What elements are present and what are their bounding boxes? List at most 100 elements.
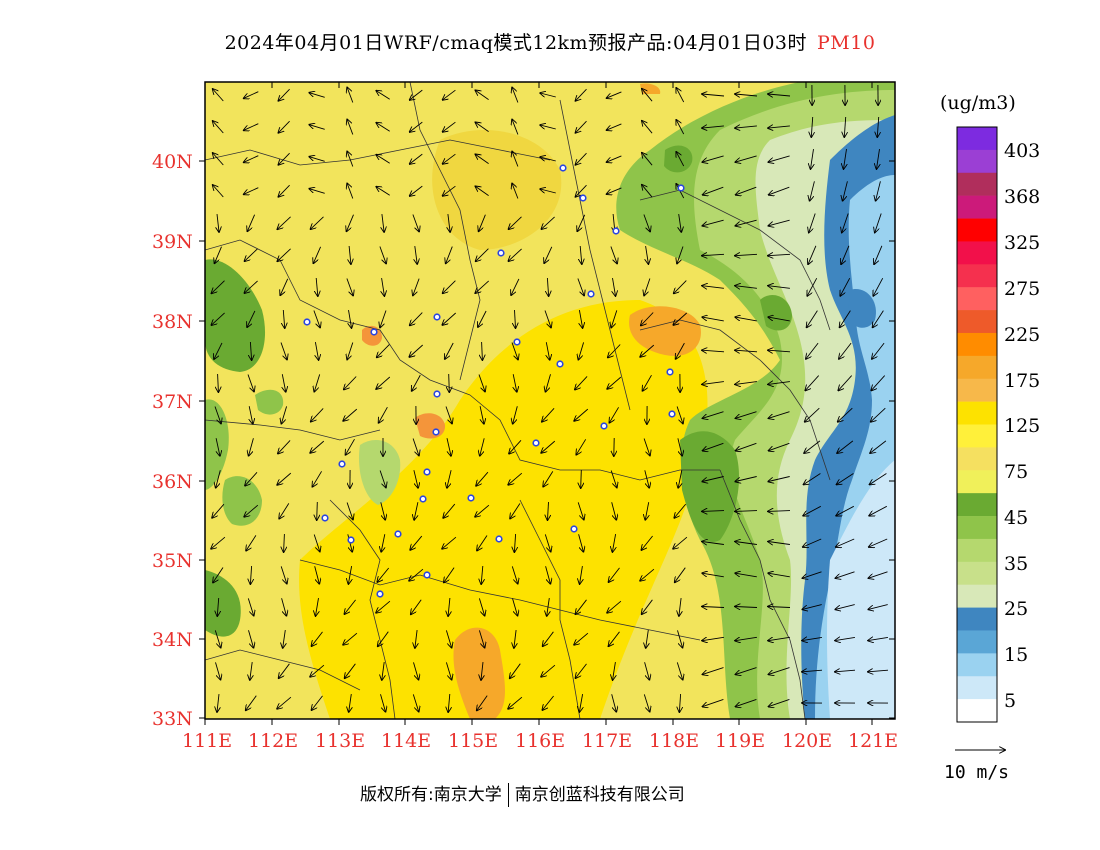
colorbar-label-75: 75 bbox=[1004, 461, 1029, 483]
wind-arrow bbox=[218, 373, 219, 392]
wind-arrow bbox=[702, 94, 725, 96]
wind-arrow bbox=[277, 696, 292, 709]
wind-arrow bbox=[679, 214, 682, 232]
wind-arrow bbox=[840, 277, 851, 296]
wind-arrow bbox=[380, 694, 386, 711]
wind-arrow bbox=[508, 248, 522, 261]
wind-arrow bbox=[376, 123, 390, 132]
wind-arrow bbox=[811, 149, 814, 169]
wind-arrow bbox=[677, 438, 682, 455]
wind-arrow bbox=[309, 189, 325, 194]
wind-arrow bbox=[247, 310, 256, 327]
wind-arrow bbox=[735, 542, 757, 545]
station-marker bbox=[532, 439, 540, 447]
wind-arrow bbox=[702, 126, 724, 128]
colorbar-label-175: 175 bbox=[1004, 370, 1041, 392]
wind-arrow bbox=[512, 120, 519, 135]
wind-arrow bbox=[803, 505, 822, 515]
wind-arrow bbox=[702, 476, 724, 482]
wind-arrow bbox=[478, 630, 484, 647]
wind-arrow bbox=[309, 157, 325, 162]
wind-arrow bbox=[836, 505, 855, 515]
wind-arrow bbox=[541, 216, 555, 229]
wind-arrow bbox=[378, 631, 389, 647]
wind-arrow bbox=[875, 213, 882, 233]
colorbar-swatch bbox=[957, 493, 997, 517]
wind-arrow bbox=[574, 632, 589, 645]
station-marker bbox=[423, 571, 431, 579]
copyright-owner: 版权所有:南京大学 bbox=[360, 785, 502, 805]
station-marker bbox=[600, 422, 608, 430]
wind-arrow bbox=[511, 566, 517, 583]
wind-arrow bbox=[735, 637, 757, 640]
wind-arrow bbox=[643, 374, 652, 391]
wind-arrow bbox=[702, 573, 724, 578]
wind-arrow bbox=[836, 571, 855, 578]
wind-arrow bbox=[607, 187, 622, 194]
wind-arrow bbox=[810, 181, 815, 200]
wind-arrow bbox=[511, 278, 520, 295]
wind-arrow bbox=[876, 181, 881, 200]
station-marker bbox=[338, 460, 346, 468]
station-marker bbox=[497, 249, 505, 257]
wind-arrow bbox=[475, 504, 490, 517]
wind-arrow bbox=[837, 440, 854, 453]
wind-arrow bbox=[769, 411, 790, 419]
wind-arrow bbox=[577, 214, 586, 231]
wind-arrow bbox=[735, 286, 757, 289]
wind-arrow bbox=[802, 670, 823, 672]
wind-arrow bbox=[735, 382, 757, 385]
wind-arrow bbox=[835, 604, 855, 610]
colorbar-swatch bbox=[957, 676, 997, 700]
wind-arrow bbox=[844, 149, 847, 169]
wind-arrow bbox=[482, 341, 483, 360]
wind-arrow bbox=[768, 317, 790, 322]
wind-arrow bbox=[512, 88, 519, 103]
wind-arrow bbox=[677, 630, 683, 647]
station-marker bbox=[513, 338, 521, 346]
wind-arrow bbox=[808, 245, 817, 264]
wind-arrow bbox=[377, 344, 390, 358]
wind-arrow bbox=[216, 470, 221, 487]
wind-arrow bbox=[346, 278, 353, 296]
wind-arrow bbox=[576, 184, 587, 197]
station-marker bbox=[394, 530, 402, 538]
wind-arrow bbox=[347, 342, 354, 360]
wind-arrow bbox=[735, 511, 758, 512]
wind-arrow bbox=[309, 125, 325, 130]
wind-arrow bbox=[376, 600, 391, 613]
wind-arrow bbox=[215, 246, 222, 264]
wind-arrow bbox=[316, 277, 318, 296]
colorbar-swatch bbox=[957, 172, 997, 196]
wind-arrow bbox=[448, 214, 450, 232]
wind-arrow bbox=[514, 630, 516, 648]
wind-arrow bbox=[736, 411, 757, 419]
wind-arrow bbox=[284, 533, 285, 552]
wind-arrow bbox=[245, 471, 258, 485]
wind-arrow bbox=[410, 153, 423, 164]
wind-arrow bbox=[409, 568, 424, 581]
lon-label-120e: 120E bbox=[782, 730, 833, 752]
wind-arrow bbox=[346, 502, 353, 520]
wind-arrow bbox=[877, 116, 878, 137]
wind-arrow bbox=[413, 470, 418, 488]
wind-arrow bbox=[277, 248, 291, 261]
wind-arrow bbox=[344, 599, 356, 614]
wind-arrow bbox=[377, 567, 390, 582]
colorbar-unit: (ug/m3) bbox=[940, 92, 1016, 114]
wind-arrow bbox=[247, 214, 256, 232]
wind-arrow bbox=[609, 567, 620, 582]
wind-arrow bbox=[676, 152, 685, 167]
colorbar-swatch bbox=[957, 630, 997, 654]
lat-label-34n: 34N bbox=[152, 629, 193, 651]
wind-arrow bbox=[282, 374, 285, 392]
wind-arrow bbox=[735, 476, 757, 482]
wind-arrow bbox=[679, 693, 680, 712]
wind-arrow bbox=[481, 565, 483, 584]
wind-arrow bbox=[478, 598, 484, 615]
wind-arrow bbox=[874, 245, 883, 264]
wind-arrow bbox=[676, 342, 685, 359]
lat-label-39n: 39N bbox=[152, 231, 193, 253]
wind-arrow bbox=[768, 476, 790, 482]
wind-arrow bbox=[769, 667, 790, 675]
